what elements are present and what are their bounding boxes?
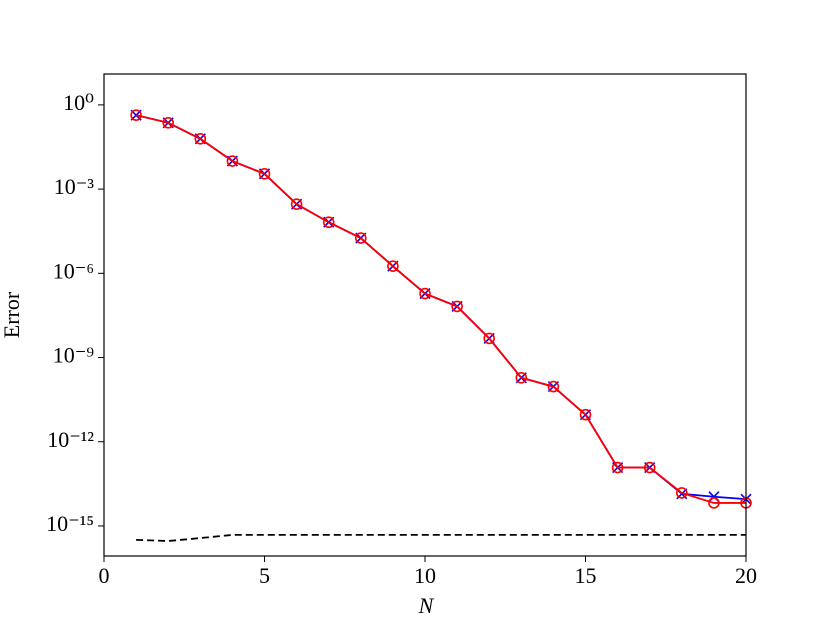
marker (643, 461, 656, 474)
y-tick-label: 10⁻¹² (47, 427, 94, 452)
marker (226, 155, 239, 167)
marker (322, 216, 335, 229)
marker (130, 109, 142, 121)
marker (675, 487, 688, 499)
marker (354, 232, 367, 244)
x-tick-label: 0 (99, 563, 110, 588)
y-tick-label: 10⁻⁹ (53, 343, 95, 368)
x-tick-label: 10 (414, 563, 436, 588)
y-tick-label: 10⁻⁶ (53, 258, 94, 283)
marker (547, 380, 560, 393)
marker (419, 287, 431, 300)
marker (162, 117, 174, 129)
y-tick-label: 10⁻³ (54, 174, 95, 199)
marker (258, 168, 271, 180)
x-tick-label: 5 (259, 563, 270, 588)
y-axis-label: Error (0, 291, 24, 338)
marker (611, 461, 624, 474)
plot-area (104, 74, 746, 556)
x-tick-label: 20 (735, 563, 757, 588)
marker (290, 198, 303, 210)
y-tick-label: 10⁰ (63, 90, 94, 115)
plot-frame (103, 73, 747, 557)
marker (579, 408, 592, 421)
marker (451, 300, 463, 313)
y-tick-label: 10⁻¹⁵ (46, 511, 94, 536)
x-tick-label: 15 (575, 563, 597, 588)
marker (194, 132, 207, 145)
marker (483, 332, 496, 345)
series-line (136, 533, 746, 542)
marker (708, 497, 720, 509)
x-axis-label: N (418, 593, 435, 618)
marker (515, 371, 528, 384)
marker (387, 260, 399, 272)
